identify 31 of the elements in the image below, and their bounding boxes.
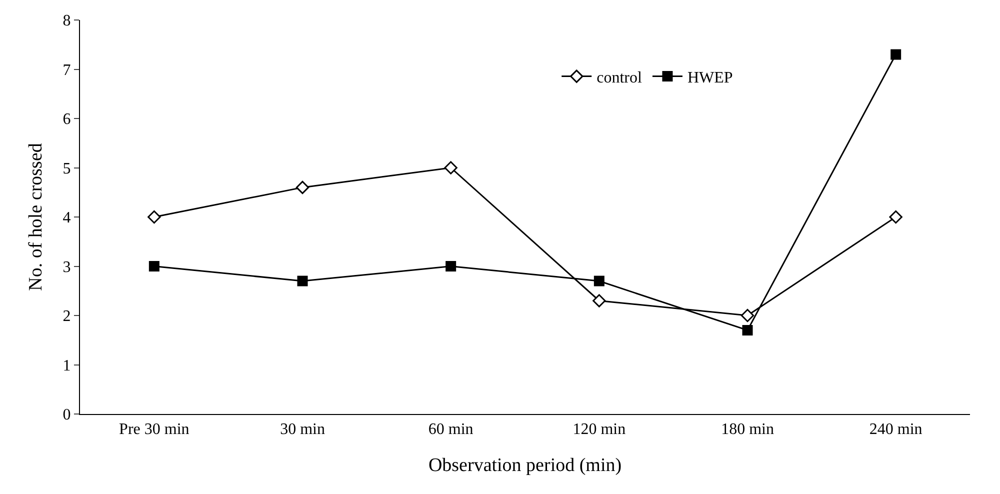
point	[296, 180, 310, 194]
x-tick-label: 60 min	[428, 421, 474, 438]
point	[592, 294, 606, 308]
point	[740, 308, 754, 322]
y-tick-label: 8	[62, 12, 71, 30]
point	[446, 261, 456, 272]
point	[297, 276, 308, 286]
point	[742, 325, 753, 336]
y-tick-label: 1	[62, 357, 71, 374]
x-tick-label: 120 min	[572, 421, 626, 438]
x-tick-label: 30 min	[280, 421, 325, 438]
legend-label: HWEP	[687, 70, 733, 87]
y-tick-label: 0	[62, 406, 71, 424]
point	[889, 210, 902, 224]
legend-label: control	[596, 70, 642, 87]
point	[890, 49, 902, 60]
x-axis-title: Observation period (min)	[428, 455, 622, 476]
point	[594, 276, 604, 286]
point	[148, 210, 161, 224]
point	[444, 161, 458, 174]
x-tick-label: 240 min	[869, 421, 922, 438]
y-tick-label: 6	[62, 111, 71, 128]
x-tick-label: 180 min	[721, 421, 774, 438]
y-tick-label: 5	[62, 160, 71, 178]
y-axis-title: No. of hole crossed	[26, 142, 47, 291]
y-tick-label: 2	[62, 308, 71, 326]
point	[148, 261, 160, 272]
y-tick-label: 7	[62, 62, 71, 79]
y-tick-label: 4	[62, 210, 71, 227]
y-tick-label: 3	[62, 258, 71, 276]
x-tick-label: Pre 30 min	[119, 421, 190, 438]
